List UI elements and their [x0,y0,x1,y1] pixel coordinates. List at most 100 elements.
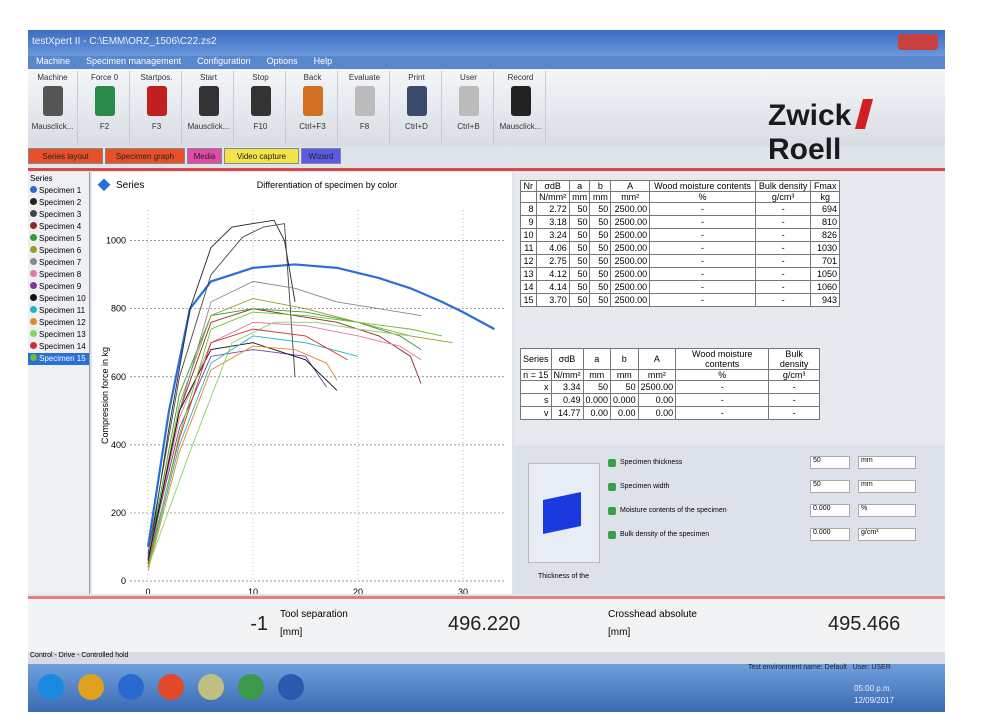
list-swatch [30,210,37,217]
legend-icon [97,178,111,192]
setting-label: Bulk density of the specimen [620,531,710,538]
menu-item[interactable]: Machine [36,56,71,66]
button-key: Mausclick... [499,122,542,131]
setting-unit[interactable]: mm [858,456,916,469]
table-cell: - [754,280,812,294]
list-item[interactable]: Specimen 1 [28,185,89,197]
table-cell: 50 [568,254,591,268]
menu-item[interactable]: Help [313,56,333,66]
setting-value[interactable]: 0.000 [810,504,850,517]
unit-row: N/mm² mm mm mm²% g/cm³ kg [520,191,840,203]
toolbar-button[interactable]: Machine Mausclick... [28,71,78,145]
tab[interactable]: Wizard [301,148,341,164]
taskbar-icon[interactable] [78,674,104,700]
button-label: User [460,73,477,82]
column-unit: N/mm² [535,191,570,203]
taskbar-icon[interactable] [158,674,184,700]
table-row: 10 3.24 50 50 2500.00- -826 [520,228,840,242]
list-swatch [30,318,37,325]
setting-unit[interactable]: mm [858,480,916,493]
toolbar-button[interactable]: Evaluate F8 [340,71,390,145]
tab[interactable]: Video capture [224,148,299,164]
tab[interactable]: Specimen graph [105,148,185,164]
toolbar-button[interactable]: Back Ctrl+F3 [288,71,338,145]
table-cell: 2500.00 [610,241,651,255]
taskbar-icon[interactable] [278,674,304,700]
table-cell: 50 [610,380,639,394]
toolbar-button[interactable]: Record Mausclick... [496,71,546,145]
toolbar-button[interactable]: Stop F10 [236,71,286,145]
table-cell: 943 [810,293,840,307]
tab[interactable]: Media [187,148,222,164]
list-swatch [30,246,37,253]
table-cell: - [675,380,770,394]
toolbar-button[interactable]: Startpos. F3 [132,71,182,145]
button-key: F2 [99,122,110,131]
table-cell: 50 [582,380,612,394]
toolbar-button[interactable]: Force 0 F2 [80,71,130,145]
taskbar: Test environment name: Default User: USE… [28,664,945,712]
series-line [147,298,453,565]
status-unit: [mm] [280,627,303,638]
list-label: Specimen 7 [39,258,82,267]
list-item[interactable]: Specimen 12 [28,317,89,329]
list-label: Specimen 4 [39,222,82,231]
taskbar-icon[interactable] [198,674,224,700]
x-tick-label: 20 [353,587,363,594]
tab[interactable]: Series layout [28,148,103,164]
table-cell: - [649,267,756,281]
table-cell: - [768,380,820,394]
setting-icon [608,507,616,515]
list-label: Specimen 13 [39,330,86,339]
list-item[interactable]: Specimen 9 [28,281,89,293]
logo-left: Zwick [768,99,852,132]
list-item[interactable]: Specimen 5 [28,233,89,245]
table-cell: 3.70 [535,293,570,307]
button-key: Ctrl+D [405,122,428,131]
table-cell: 826 [810,228,840,242]
setting-unit[interactable]: g/cm³ [858,528,916,541]
toolbar-button[interactable]: Print Ctrl+D [392,71,442,145]
column-header: b [589,180,612,192]
list-item[interactable]: Specimen 3 [28,209,89,221]
setting-value[interactable]: 0.000 [810,528,850,541]
toolbar-button[interactable]: User Ctrl+B [444,71,494,145]
toolbar-button[interactable]: Start Mausclick... [184,71,234,145]
list-item[interactable]: Specimen 2 [28,197,89,209]
list-item[interactable]: Specimen 7 [28,257,89,269]
setting-value[interactable]: 50 [810,456,850,469]
menu-item[interactable]: Options [266,56,298,66]
series-line [147,335,359,568]
menu-bar: Machine Specimen management Configuration O… [28,56,945,69]
window-close[interactable] [898,34,938,50]
menu-item[interactable]: Configuration [197,56,251,66]
table-cell: - [754,202,812,216]
list-item[interactable]: Specimen 11 [28,305,89,317]
status-panel: -1 Tool separation [mm] 496.220 Crosshead ab… [28,596,945,652]
setting-unit[interactable]: % [858,504,916,517]
table-cell: 810 [810,215,840,229]
list-item[interactable]: Specimen 6 [28,245,89,257]
setting-value[interactable]: 50 [810,480,850,493]
button-label: Stop [252,73,269,82]
setting-label: Specimen thickness [620,459,683,466]
list-item[interactable]: Specimen 14 [28,341,89,353]
table-cell: - [675,406,770,420]
taskbar-icon[interactable] [238,674,264,700]
table-cell: - [675,393,770,407]
table-cell: - [649,280,756,294]
column-unit: % [675,369,770,381]
column-header: Nr [520,180,537,192]
taskbar-icon[interactable] [38,674,64,700]
status-value: -1 [250,613,268,635]
list-item[interactable]: Specimen 8 [28,269,89,281]
unit-row: n = 15 N/mm² mm mm mm²% g/cm³ [520,369,820,381]
list-item[interactable]: Specimen 10 [28,293,89,305]
list-item[interactable]: Specimen 15 [28,353,89,365]
menu-item[interactable]: Specimen management [86,56,182,66]
list-label: Specimen 8 [39,270,82,279]
list-item[interactable]: Specimen 13 [28,329,89,341]
list-item[interactable]: Specimen 4 [28,221,89,233]
column-header: a [568,180,591,192]
taskbar-icon[interactable] [118,674,144,700]
